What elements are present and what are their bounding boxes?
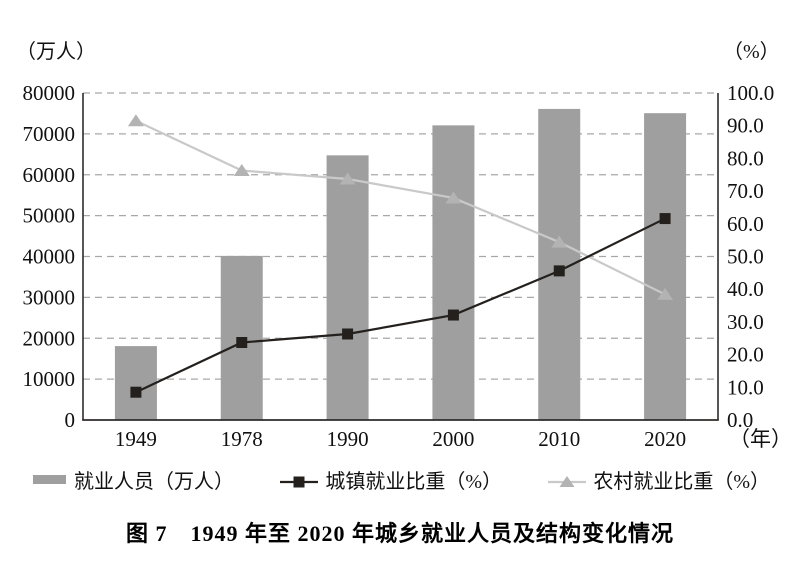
urban-marker-2010 [553, 265, 565, 277]
right-tick-50.0: 50.0 [727, 245, 764, 269]
right-tick-10.0: 10.0 [727, 375, 764, 399]
urban-marker-2000 [447, 309, 459, 321]
rural-marker-2000 [445, 191, 462, 204]
right-axis-unit: （%） [723, 40, 780, 63]
left-tick-40000: 40000 [23, 245, 76, 269]
right-tick-0.0: 0.0 [727, 408, 753, 432]
legend-item-rural-share: 农村就业比重（%） [548, 465, 770, 494]
left-tick-70000: 70000 [23, 122, 76, 146]
right-tick-40.0: 40.0 [727, 277, 764, 301]
x-tick-1990: 1990 [327, 427, 369, 451]
legend-label-urban-share: 城镇就业比重（%） [325, 470, 502, 493]
left-axis-unit: （万人） [16, 40, 96, 63]
legend-item-employment: 就业人员（万人） [33, 465, 234, 494]
figure-title: 图 7 1949 年至 2020 年城乡就业人员及结构变化情况 [125, 521, 674, 546]
left-tick-20000: 20000 [23, 326, 76, 350]
x-axis-unit: （年） [729, 427, 792, 451]
right-tick-80.0: 80.0 [727, 146, 764, 170]
rural-marker-1990 [339, 172, 356, 185]
right-tick-30.0: 30.0 [727, 310, 764, 334]
rural-line [135, 119, 666, 296]
line-triangle-swatch-icon [548, 472, 587, 487]
bar-1990 [326, 155, 369, 421]
legend-label-rural-share: 农村就业比重（%） [593, 470, 770, 493]
urban-line [135, 217, 666, 394]
bar-swatch-icon [33, 474, 66, 484]
x-tick-1949: 1949 [115, 427, 157, 451]
urban-marker-1978 [236, 337, 248, 349]
combo-chart: 0 10000 20000 30000 40000 50000 60000 70000 8000… [16, 40, 792, 451]
left-tick-50000: 50000 [23, 204, 76, 228]
urban-marker-1949 [130, 386, 142, 398]
left-tick-0: 0 [65, 408, 76, 432]
x-tick-2000: 2000 [432, 427, 474, 451]
left-tick-80000: 80000 [23, 81, 76, 105]
rural-marker-2020 [657, 287, 674, 300]
right-tick-60.0: 60.0 [727, 212, 764, 236]
left-tick-30000: 30000 [23, 285, 76, 309]
legend-label-employment: 就业人员（万人） [74, 470, 234, 493]
x-tick-1978: 1978 [221, 427, 263, 451]
rural-marker-1978 [233, 163, 250, 176]
left-tick-10000: 10000 [23, 367, 76, 391]
chart-legend: 就业人员（万人） 城镇就业比重（%） 农村就业比重（%） [0, 463, 800, 495]
rural-marker-1949 [127, 114, 144, 127]
right-tick-20.0: 20.0 [727, 343, 764, 367]
bar-1949 [114, 346, 157, 420]
bar-2000 [432, 125, 475, 420]
bar-2020 [644, 113, 687, 420]
right-tick-70.0: 70.0 [727, 179, 764, 203]
line-square-swatch-icon [280, 472, 319, 488]
urban-marker-2020 [659, 213, 671, 225]
right-tick-90.0: 90.0 [727, 114, 764, 138]
right-tick-100.0: 100.0 [727, 81, 774, 105]
x-tick-2020: 2020 [644, 427, 686, 451]
rural-marker-2010 [551, 235, 568, 248]
x-tick-2010: 2010 [538, 427, 580, 451]
legend-item-urban-share: 城镇就业比重（%） [280, 465, 502, 494]
urban-marker-1990 [342, 328, 354, 340]
left-tick-60000: 60000 [23, 163, 76, 187]
